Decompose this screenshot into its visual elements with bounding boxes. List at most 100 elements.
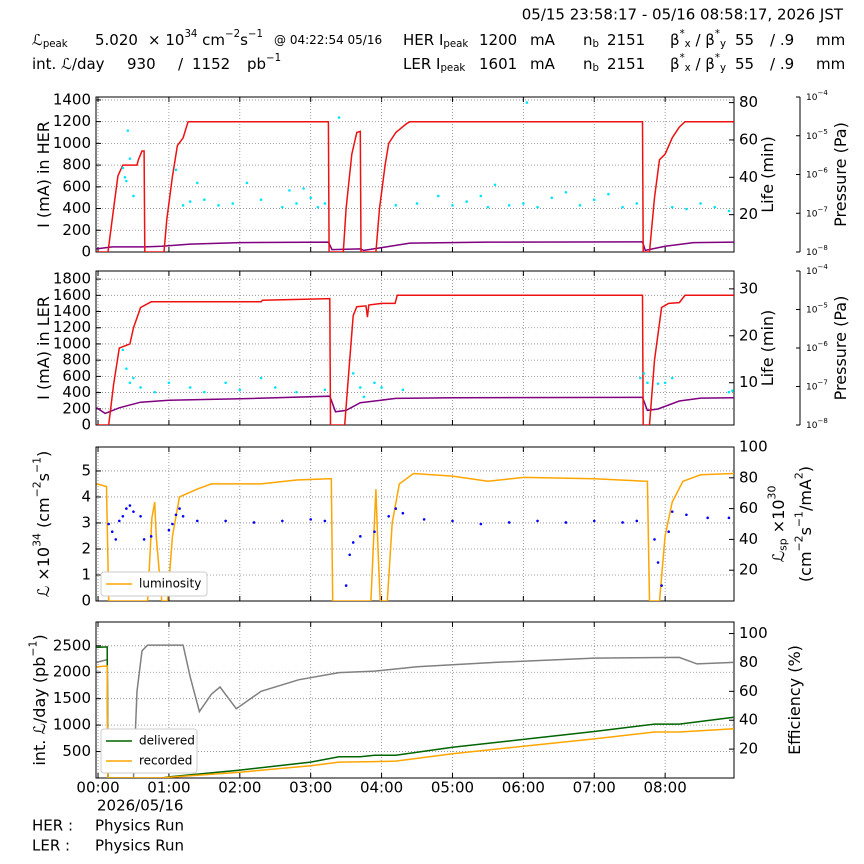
- series-point: [125, 507, 128, 510]
- series-point: [607, 192, 610, 196]
- header-field: β*x / β*y: [670, 53, 726, 74]
- series-point: [323, 519, 327, 523]
- header-field: 1200: [479, 31, 517, 49]
- series-point: [181, 515, 185, 518]
- superscript: *: [680, 29, 685, 40]
- y-tick-label: 2500: [53, 636, 91, 654]
- subscript: b: [593, 63, 599, 74]
- header-field: 1152: [192, 55, 230, 73]
- series-point: [394, 507, 398, 510]
- text-run: /: [178, 55, 184, 73]
- tick-exponent: −6: [817, 167, 828, 175]
- y2-tick-label: 40: [739, 168, 758, 186]
- series-point: [231, 202, 235, 205]
- header-field: × 1034 cm−2s−1: [148, 29, 263, 49]
- text-run: 1152: [192, 55, 230, 73]
- series-point: [727, 209, 731, 213]
- series-point: [153, 390, 157, 394]
- y-axis-label: I (mA) in HER: [34, 121, 53, 228]
- series-point: [224, 519, 227, 523]
- plot-frame: [95, 446, 735, 602]
- plot-frame: [95, 96, 735, 253]
- y-tick-label: 1000: [53, 134, 91, 152]
- text-run: n: [583, 55, 593, 73]
- tick-base: 10: [806, 305, 818, 315]
- series-point: [117, 519, 121, 523]
- y2-tick-label: 80: [739, 93, 758, 111]
- superscript: *: [715, 29, 720, 40]
- series-line: [96, 294, 734, 425]
- x-tick-label: 07:00: [573, 779, 616, 797]
- header-field: mA: [530, 31, 556, 49]
- series-point: [110, 530, 114, 533]
- superscript: −2: [31, 481, 44, 497]
- text-run: (cm: [796, 551, 815, 582]
- series-point: [295, 202, 298, 205]
- series-point: [323, 202, 327, 205]
- header-field: 55: [735, 55, 754, 73]
- header-field: mm: [816, 55, 845, 73]
- x-tick-label: 01:00: [147, 779, 190, 797]
- series-line: [96, 646, 734, 778]
- text-run: / β: [691, 55, 715, 73]
- series-point: [288, 189, 291, 192]
- text-run: mm: [816, 31, 845, 49]
- series-point: [316, 205, 320, 209]
- plot-frame: [95, 270, 735, 426]
- text-run: I (mA) in HER: [34, 121, 53, 228]
- series-point: [121, 166, 125, 170]
- series-point: [167, 528, 171, 532]
- header-field: 930: [127, 55, 156, 73]
- plot-area: [96, 644, 734, 778]
- y2-axis-label: ℒsp ×1030: [766, 486, 790, 563]
- y2-tick-label: 60: [739, 682, 758, 700]
- series-point: [121, 348, 125, 352]
- subscript: x: [685, 63, 691, 74]
- y-tick-label: 1500: [53, 689, 91, 707]
- series-point: [550, 196, 554, 200]
- text-run: × 10: [148, 31, 184, 49]
- series-point: [479, 194, 483, 198]
- superscript: −1: [31, 457, 44, 473]
- text-run: Pressure (Pa): [831, 122, 850, 227]
- series-point: [107, 522, 110, 526]
- y3-tick-label: 10−7: [806, 379, 828, 393]
- y2-tick-label: 20: [739, 205, 758, 223]
- text-run: / .9: [770, 55, 794, 73]
- y-tick-label: 800: [62, 351, 91, 369]
- series-point: [670, 376, 674, 380]
- header-field: / .9: [770, 55, 794, 73]
- x-tick-label: 06:00: [502, 779, 545, 797]
- series-point: [302, 187, 305, 190]
- series-point: [660, 584, 663, 587]
- superscript: −1: [27, 641, 40, 657]
- series-point: [394, 204, 398, 207]
- series-point: [344, 584, 348, 587]
- text-run: 930: [127, 55, 156, 73]
- series-line: [96, 241, 734, 252]
- x-tick-label: 03:00: [289, 779, 332, 797]
- series-point: [639, 376, 642, 380]
- text-run: Life (min): [758, 310, 777, 387]
- header-field: HER Ipeak: [403, 31, 468, 51]
- series-point: [536, 519, 539, 523]
- y-tick-label: 500: [62, 742, 91, 760]
- series-point: [415, 202, 419, 205]
- series-point: [323, 388, 327, 392]
- plot-area: [96, 101, 734, 252]
- text-run: 5.020: [95, 31, 138, 49]
- y2-axis-label: Life (min): [758, 136, 777, 213]
- x-tick-label: 02:00: [218, 779, 261, 797]
- y-tick-label: 3: [81, 513, 91, 531]
- series-line: [96, 472, 734, 601]
- text-run: HER I: [403, 31, 443, 49]
- text-run: mA: [530, 31, 556, 49]
- legend-label: delivered: [139, 734, 195, 748]
- series-point: [178, 507, 181, 510]
- y2-tick-label: 100: [739, 438, 768, 456]
- series-point: [564, 190, 568, 194]
- text-run: Efficiency (%): [785, 645, 804, 755]
- text-run: 1200: [479, 31, 517, 49]
